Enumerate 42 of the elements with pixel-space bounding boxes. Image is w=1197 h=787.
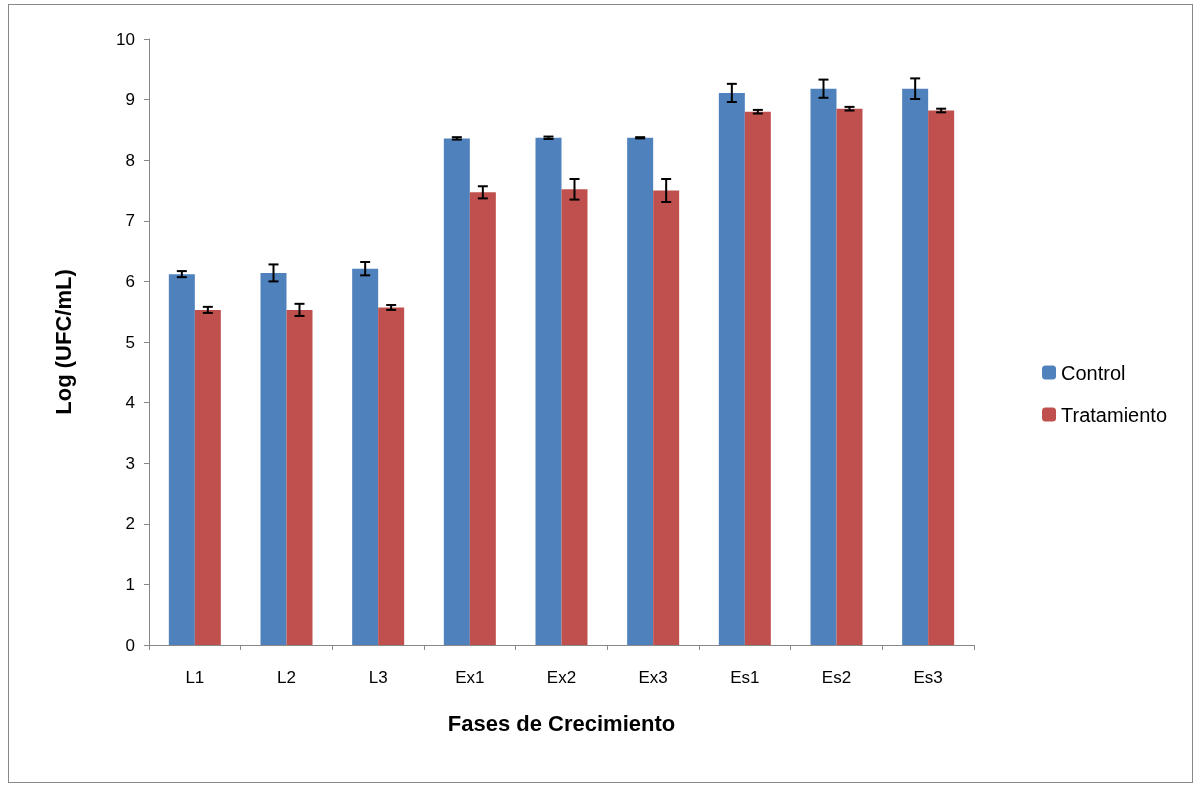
- y-tick-label: 10: [116, 29, 135, 49]
- y-tick-label: 6: [125, 271, 135, 291]
- bar: [469, 192, 496, 645]
- y-tick-label: 4: [125, 393, 135, 413]
- bar: [443, 138, 470, 645]
- y-tick-label: 2: [125, 514, 135, 534]
- x-axis-title: Fases de Crecimiento: [447, 710, 676, 736]
- bar: [286, 309, 313, 645]
- x-tick-label: Ex2: [546, 668, 577, 687]
- bar: [627, 137, 654, 645]
- bar: [902, 88, 929, 645]
- y-tick-label: 8: [125, 150, 135, 170]
- x-tick-label: Es2: [821, 668, 852, 687]
- x-tick-label: Ex1: [455, 668, 485, 687]
- y-axis-title: Log (UFC/mL): [50, 269, 76, 415]
- legend-label: Control: [1061, 361, 1126, 384]
- x-tick-label: L1: [185, 668, 205, 687]
- y-tick-label: 1: [125, 574, 135, 594]
- bar: [535, 137, 562, 645]
- bar: [810, 88, 837, 645]
- x-tick-label: L3: [368, 668, 388, 687]
- bar: [260, 272, 287, 645]
- bar: [718, 92, 745, 645]
- bar: [561, 189, 588, 645]
- y-tick-label: 7: [125, 211, 135, 231]
- y-tick-label: 5: [125, 332, 135, 352]
- bar: [653, 190, 680, 645]
- bar: [378, 307, 405, 645]
- bar: [352, 268, 379, 645]
- bar: [928, 110, 955, 645]
- bar: [744, 111, 771, 645]
- x-tick-label: Es1: [730, 668, 760, 687]
- x-tick-label: L2: [277, 668, 296, 687]
- y-tick-label: 9: [125, 90, 135, 110]
- bar: [168, 274, 195, 645]
- x-tick-label: Es3: [913, 668, 943, 687]
- bar: [194, 309, 221, 645]
- bar: [836, 108, 863, 645]
- x-tick-label: Ex3: [638, 668, 668, 687]
- y-tick-label: 3: [125, 453, 135, 473]
- y-tick-label: 0: [125, 635, 135, 655]
- legend-label: Tratamiento: [1061, 403, 1167, 426]
